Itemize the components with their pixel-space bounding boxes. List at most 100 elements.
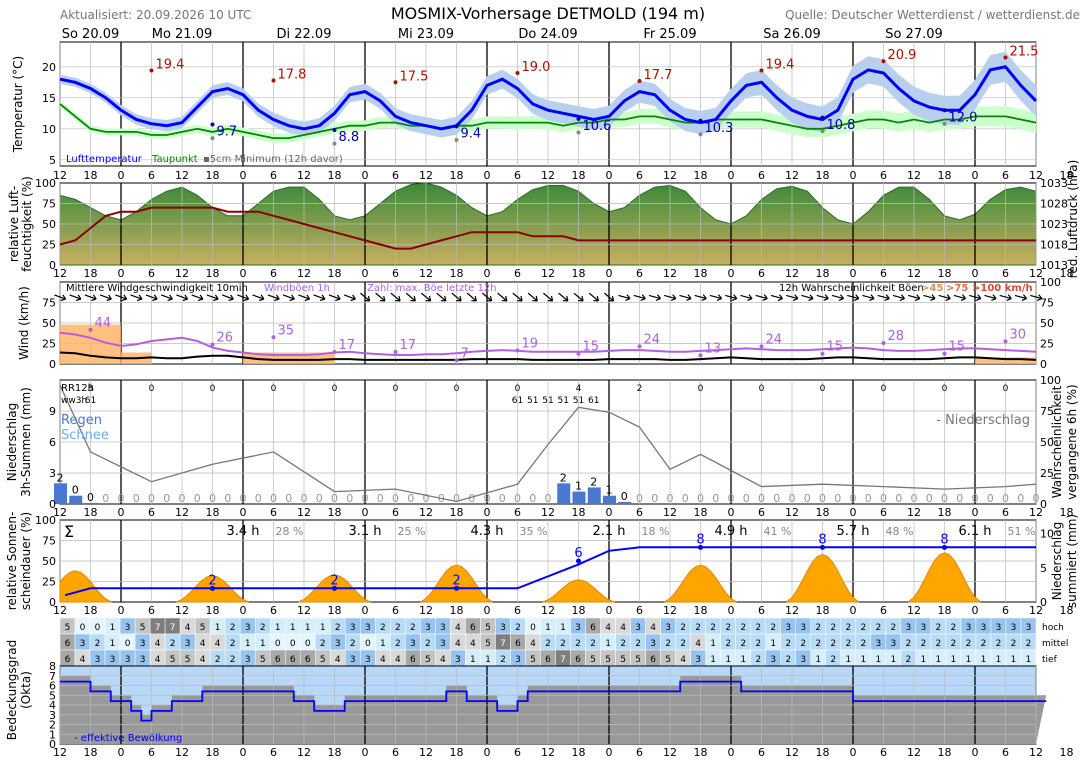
- cloud-cell-value: 1: [921, 655, 927, 665]
- sun-day-pct: 35 %: [520, 525, 548, 538]
- cloud-hour-tick: 6: [148, 746, 155, 759]
- wind-arrow-shaft: [298, 294, 310, 300]
- rain-bar-label: 0: [362, 492, 369, 505]
- cloud-hour-tick: 12: [175, 746, 189, 759]
- wind-arrow: [892, 294, 906, 301]
- wind-arrow-shaft: [328, 294, 341, 300]
- cloud-hour-tick: 0: [972, 746, 979, 759]
- cloud-cell-value: 1: [740, 655, 746, 665]
- rain-bar: [572, 491, 586, 504]
- wind-arrow-head: [762, 294, 768, 301]
- cloud-cell-value: 4: [680, 655, 686, 665]
- wind-arrow-shaft: [84, 294, 97, 300]
- precip-sum-marker: [698, 544, 703, 550]
- rain-bar-label: 0: [240, 492, 247, 505]
- ww3h-value: 61: [512, 396, 523, 406]
- wind-arrow-head: [167, 294, 173, 302]
- temp-hour-tick: 0: [484, 169, 491, 182]
- max-marker: [1003, 55, 1008, 60]
- wind-arrow-head: [731, 294, 738, 301]
- wind-legend-mean: Mittlere Windgeschwindigkeit 10min: [66, 283, 248, 294]
- cloud-hour-tick: 6: [758, 746, 765, 759]
- cloud-hour-tick: 6: [880, 746, 887, 759]
- max-marker: [637, 79, 642, 84]
- hum-hour-tick: 18: [206, 267, 220, 280]
- gust-max-label: 44: [95, 316, 112, 331]
- max-marker: [393, 80, 398, 85]
- rain-bar-label: 2: [57, 471, 64, 484]
- prec-hour-tick: 18: [84, 506, 98, 519]
- wind-arrow: [558, 292, 569, 302]
- cloud-cell-value: 3: [425, 623, 431, 633]
- wind-arrow-head: [304, 294, 311, 302]
- cloud-cell-value: 3: [500, 623, 506, 633]
- wind-arrow: [237, 294, 250, 302]
- sun-hour-tick: 12: [175, 604, 189, 617]
- cloud-hour-tick: 12: [907, 746, 921, 759]
- rr12h-value: 4: [576, 384, 582, 394]
- wind-arrow-head: [899, 294, 906, 301]
- prec-hour-tick: 18: [328, 506, 342, 519]
- gust-max-label: 35: [278, 323, 295, 338]
- wind-arrow-shaft: [892, 294, 905, 300]
- temp-hour-tick: 6: [392, 169, 399, 182]
- hum-right-ytick: 1033: [1040, 177, 1068, 190]
- wind-arrow-head: [960, 294, 967, 301]
- wind-arrow-shaft: [984, 294, 997, 300]
- cloud-cell-value: 5: [635, 655, 641, 665]
- rain-bar-label: 0: [118, 492, 125, 505]
- cloud-cell-value: 7: [170, 623, 176, 633]
- wind-arrow-head: [228, 294, 234, 302]
- cloud-cell-value: 5: [425, 655, 431, 665]
- gust-marker: [393, 350, 398, 355]
- temperature-line: [59, 65, 1038, 131]
- precip-sum-marker: [210, 585, 215, 591]
- hum-ytick: 25: [42, 239, 56, 252]
- wind-arrow: [755, 294, 768, 301]
- min-label: 10.3: [705, 121, 734, 136]
- wind-arrow: [938, 294, 951, 301]
- wind-panel: 44 26 35 17 17 7 19 15 24 13 24 15 28 15 30 Mittlere Wi…: [17, 276, 1061, 371]
- cloud-cell-value: 1: [725, 655, 731, 665]
- hum-hour-tick: 0: [850, 267, 857, 280]
- wind-arrow-shaft: [664, 294, 676, 300]
- wind-arrow-shaft: [451, 292, 462, 302]
- wind-arrow-shaft: [740, 294, 753, 300]
- wind-arrow: [664, 294, 677, 301]
- hum-hour-tick: 18: [1060, 267, 1074, 280]
- rain-bar-label: 0: [346, 492, 353, 505]
- wind-arrow: [831, 294, 845, 301]
- cloud-cell-value: 4: [455, 623, 461, 633]
- hum-hour-tick: 6: [636, 267, 643, 280]
- gust-marker: [515, 348, 520, 353]
- wind-arrow: [816, 294, 829, 301]
- cloud-cell-value: 2: [936, 623, 942, 633]
- sun-hour-tick: 6: [1002, 604, 1009, 617]
- hum-hour-tick: 6: [392, 267, 399, 280]
- rain-bar-label: 0: [331, 492, 338, 505]
- precip-sum-marker: [454, 585, 459, 591]
- rain-bar-label: 0: [453, 492, 460, 505]
- gust-max-label: 15: [827, 340, 844, 355]
- cloud-hour-tick: 12: [419, 746, 433, 759]
- cloud-cell-value: 0: [530, 623, 536, 633]
- cloud-cell-value: 2: [815, 639, 821, 649]
- wind-arrow-shaft: [237, 294, 249, 300]
- hum-hour-tick: 0: [728, 267, 735, 280]
- max-label: 17.5: [400, 69, 429, 84]
- cloud-cell-value: 6: [65, 639, 71, 649]
- wind-arrow-head: [75, 294, 82, 302]
- wind-arrow-shaft: [816, 294, 829, 300]
- sun-hour-tick: 12: [907, 604, 921, 617]
- gust-line: [59, 331, 1037, 356]
- cloud-cover-area: [60, 675, 1047, 744]
- rain-bar-label: 0: [102, 492, 109, 505]
- max-marker: [149, 68, 154, 73]
- rain-bar-label: 0: [651, 492, 658, 505]
- rain-bar-label: 0: [468, 492, 475, 505]
- cloud-cell-value: 1: [380, 639, 386, 649]
- wind-arrow: [221, 294, 234, 302]
- temp-hour-tick: 18: [328, 169, 342, 182]
- rain-bar-label: 0: [926, 492, 933, 505]
- rain-bar-label: 0: [743, 492, 750, 505]
